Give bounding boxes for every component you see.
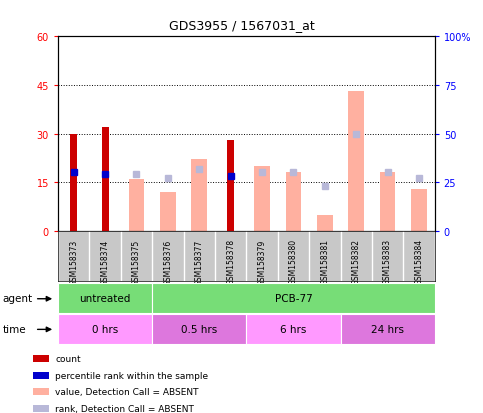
Text: percentile rank within the sample: percentile rank within the sample [55,371,208,380]
Text: 0.5 hrs: 0.5 hrs [181,324,217,335]
Text: GSM158377: GSM158377 [195,239,204,285]
Bar [58,315,152,344]
Text: GSM158375: GSM158375 [132,239,141,285]
Bar [160,192,176,231]
Bar [191,160,207,231]
Bar [227,141,234,231]
Bar [33,389,48,395]
Bar [128,180,144,231]
Text: GSM158383: GSM158383 [383,239,392,285]
Text: GSM158374: GSM158374 [100,239,110,285]
Text: time: time [2,325,26,335]
Bar [348,92,364,231]
Bar [58,283,152,313]
Text: count: count [55,354,81,363]
Bar [70,134,77,231]
Text: GSM158373: GSM158373 [69,239,78,285]
Bar [411,189,427,231]
Text: 0 hrs: 0 hrs [92,324,118,335]
Text: 24 hrs: 24 hrs [371,324,404,335]
Text: GSM158376: GSM158376 [163,239,172,285]
Text: GSM158378: GSM158378 [226,239,235,285]
Bar [285,173,301,231]
Bar [152,315,246,344]
Bar [317,215,333,231]
Text: GSM158379: GSM158379 [257,239,267,285]
Text: value, Detection Call = ABSENT: value, Detection Call = ABSENT [55,387,199,396]
Text: PCB-77: PCB-77 [274,293,313,304]
Text: GSM158384: GSM158384 [414,239,424,285]
Text: GSM158381: GSM158381 [320,239,329,285]
Text: untreated: untreated [79,293,131,304]
Bar [254,166,270,231]
Bar [101,128,109,231]
Bar [33,405,48,412]
Bar [246,315,341,344]
Text: GDS3955 / 1567031_at: GDS3955 / 1567031_at [169,19,314,31]
Bar [152,283,435,313]
Bar [341,315,435,344]
Bar [33,356,48,362]
Bar [380,173,396,231]
Text: rank, Detection Call = ABSENT: rank, Detection Call = ABSENT [55,404,194,413]
Text: GSM158382: GSM158382 [352,239,361,285]
Text: 6 hrs: 6 hrs [280,324,307,335]
Bar [33,372,48,379]
Text: GSM158380: GSM158380 [289,239,298,285]
Text: agent: agent [2,293,32,303]
